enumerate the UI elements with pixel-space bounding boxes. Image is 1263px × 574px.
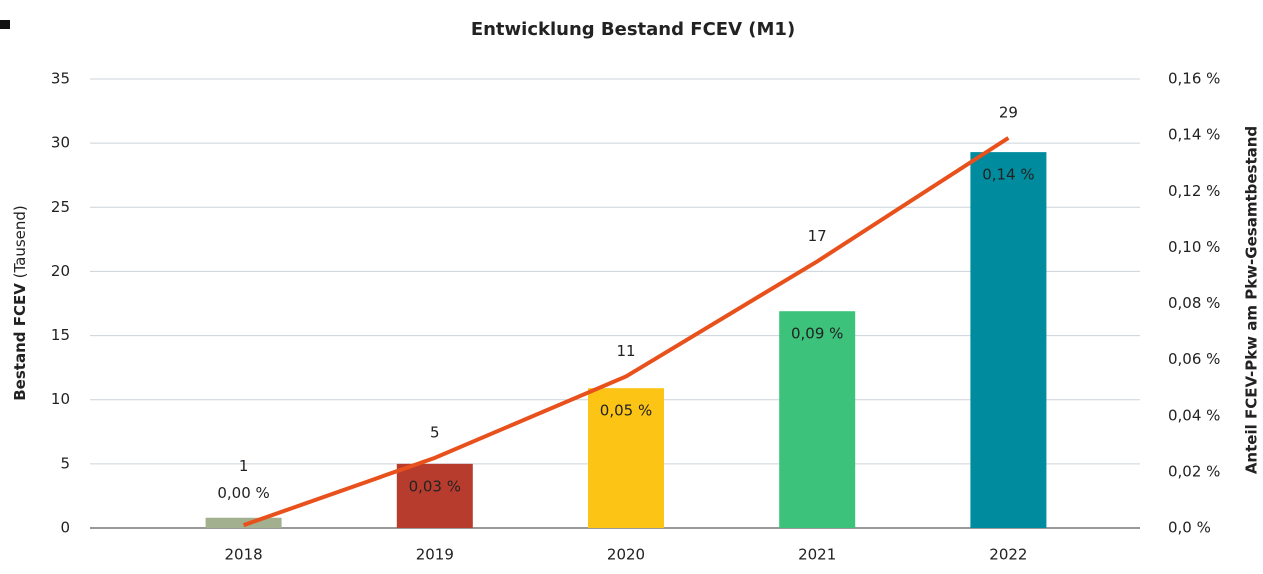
x-tick-label: 2021 (798, 546, 836, 564)
y2-tick-label: 0,0 % (1168, 519, 1211, 537)
bar-value-label: 29 (999, 103, 1018, 121)
bar (779, 311, 856, 528)
bar-value-label: 17 (808, 227, 827, 245)
bar (396, 463, 473, 528)
y2-tick-label: 0,10 % (1168, 238, 1220, 256)
bar (588, 388, 664, 528)
bar-value-label: 11 (616, 342, 635, 360)
y2-tick-label: 0,12 % (1168, 182, 1220, 200)
y-tick-label: 0 (60, 519, 70, 537)
line-value-label: 0,00 % (217, 484, 269, 502)
y-axis-label-bold: Bestand FCEV (11, 283, 29, 401)
y2-tick-label: 0,08 % (1168, 294, 1220, 312)
y-tick-label: 25 (51, 198, 70, 216)
line-value-label: 0,09 % (791, 325, 843, 343)
y2-axis-label: Anteil FCEV-Pkw am Pkw-Gesamtbestand (1243, 126, 1261, 474)
y-tick-label: 5 (60, 454, 70, 472)
y-tick-label: 35 (51, 70, 70, 88)
line (242, 136, 1010, 528)
y2-tick-label: 0,06 % (1168, 350, 1220, 368)
x-tick-label: 2018 (225, 546, 263, 564)
y-tick-label: 20 (51, 262, 70, 280)
y-tick-label: 15 (51, 326, 70, 344)
bar (970, 152, 1047, 528)
line-value-label: 0,05 % (600, 402, 652, 420)
bar-value-label: 1 (239, 457, 249, 475)
y2-tick-label: 0,16 % (1168, 70, 1220, 88)
chart-title: Entwicklung Bestand FCEV (M1) (471, 19, 795, 40)
x-tick-label: 2022 (989, 546, 1027, 564)
corner-mark (0, 20, 10, 29)
y2-tick-label: 0,14 % (1168, 126, 1220, 144)
line-value-label: 0,14 % (982, 166, 1034, 184)
y-axis-label-unit: (Tausend) (11, 205, 29, 278)
y-tick-label: 30 (51, 134, 70, 152)
y-axis-label: Bestand FCEV (Tausend) (11, 205, 29, 401)
y-tick-label: 10 (51, 390, 70, 408)
bar-value-label: 5 (430, 423, 440, 441)
line-value-label: 0,03 % (409, 477, 461, 495)
x-tick-label: 2020 (607, 546, 645, 564)
bar (205, 517, 282, 528)
y2-tick-label: 0,04 % (1168, 406, 1220, 424)
y2-tick-label: 0,02 % (1168, 462, 1220, 480)
x-tick-label: 2019 (416, 546, 454, 564)
